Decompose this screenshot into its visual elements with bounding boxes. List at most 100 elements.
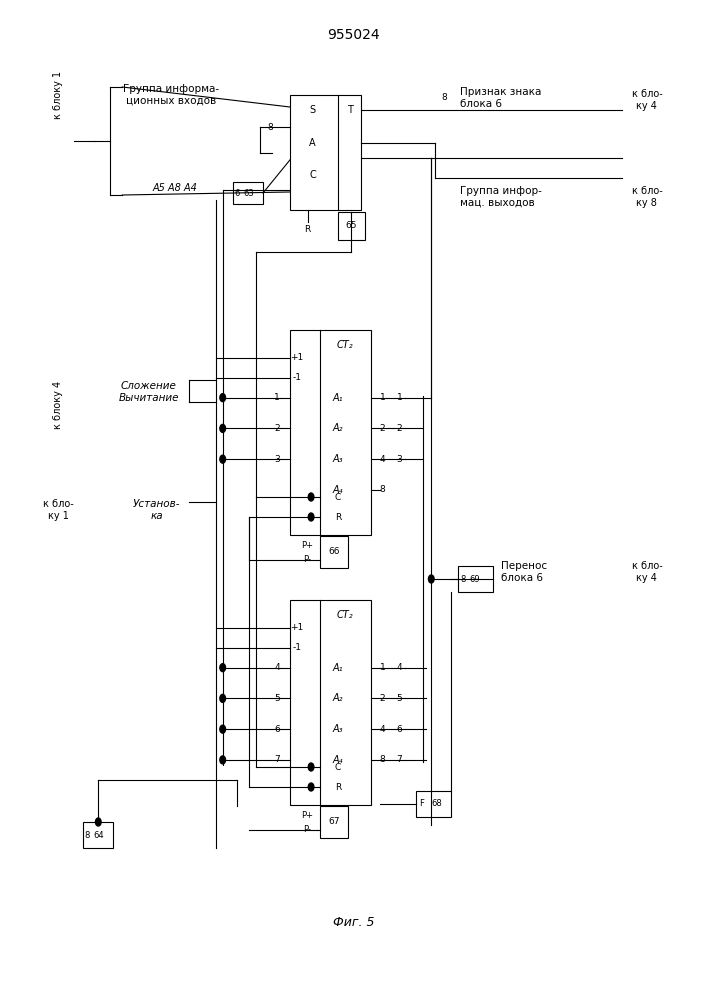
Text: 1: 1 — [380, 393, 385, 402]
Bar — [416, 791, 451, 817]
Text: 7: 7 — [274, 755, 280, 764]
Text: 955024: 955024 — [327, 28, 380, 42]
Text: A₂: A₂ — [333, 693, 343, 703]
Text: к блоку 1: к блоку 1 — [53, 71, 63, 119]
Bar — [290, 600, 371, 805]
Text: к бло-
ку 8: к бло- ку 8 — [631, 186, 662, 208]
Text: 6: 6 — [274, 725, 280, 734]
Bar — [320, 806, 348, 838]
Text: F: F — [419, 800, 423, 808]
Circle shape — [308, 763, 314, 771]
Text: A₂: A₂ — [333, 423, 343, 433]
Text: -1: -1 — [293, 373, 301, 382]
Text: 5: 5 — [274, 694, 280, 703]
Bar — [290, 330, 371, 535]
Text: A₁: A₁ — [333, 393, 343, 403]
Text: C: C — [335, 762, 341, 772]
Text: 66: 66 — [328, 548, 339, 556]
Circle shape — [308, 783, 314, 791]
Text: Признак знака
блока 6: Признак знака блока 6 — [460, 87, 541, 109]
Text: CT₂: CT₂ — [337, 340, 354, 350]
Text: 2: 2 — [274, 424, 280, 433]
Text: A₁: A₁ — [333, 663, 343, 673]
Text: к бло-
ку 4: к бло- ку 4 — [631, 89, 662, 111]
Text: P+: P+ — [302, 810, 313, 820]
Text: Перенос
блока 6: Перенос блока 6 — [501, 561, 547, 583]
Text: T: T — [347, 105, 353, 115]
Text: P+: P+ — [302, 540, 313, 550]
Circle shape — [308, 513, 314, 521]
Circle shape — [220, 394, 226, 402]
Text: 2: 2 — [397, 424, 402, 433]
Text: R: R — [335, 782, 341, 792]
Text: 4: 4 — [380, 455, 385, 464]
Text: к блоку 4: к блоку 4 — [53, 381, 63, 429]
Text: 64: 64 — [93, 830, 105, 840]
Bar — [83, 822, 113, 848]
Text: A: A — [309, 138, 316, 148]
Circle shape — [220, 664, 226, 672]
Text: 4: 4 — [397, 663, 402, 672]
Circle shape — [95, 818, 101, 826]
Text: к бло-
ку 1: к бло- ку 1 — [42, 499, 74, 521]
Bar — [233, 182, 263, 204]
Text: 6: 6 — [397, 725, 402, 734]
Text: 4: 4 — [274, 663, 280, 672]
Text: 2: 2 — [380, 694, 385, 703]
Text: 1: 1 — [274, 393, 280, 402]
Bar — [338, 212, 365, 240]
Text: -1: -1 — [293, 644, 301, 652]
Text: к бло-
ку 4: к бло- ку 4 — [631, 561, 662, 583]
Circle shape — [220, 725, 226, 733]
Text: 7: 7 — [397, 755, 402, 764]
Text: 1: 1 — [380, 663, 385, 672]
Text: 4: 4 — [380, 725, 385, 734]
Text: CT₂: CT₂ — [337, 610, 354, 620]
Circle shape — [220, 756, 226, 764]
Bar — [320, 536, 348, 568]
Text: 1: 1 — [397, 393, 402, 402]
Text: A₃: A₃ — [333, 454, 343, 464]
Text: А5 А8 А4: А5 А8 А4 — [153, 183, 198, 193]
Text: 63: 63 — [243, 188, 255, 198]
Text: 3: 3 — [397, 455, 402, 464]
Text: A₄: A₄ — [333, 485, 343, 495]
Text: Группа инфор-
мац. выходов: Группа инфор- мац. выходов — [460, 186, 542, 208]
Text: Сложение
Вычитание: Сложение Вычитание — [118, 381, 179, 403]
Text: 65: 65 — [346, 222, 357, 231]
Text: 8: 8 — [441, 94, 447, 103]
Text: P-: P- — [303, 826, 312, 834]
Text: 68: 68 — [431, 800, 443, 808]
Text: 6: 6 — [235, 188, 240, 198]
Text: 67: 67 — [328, 818, 339, 826]
Circle shape — [428, 575, 434, 583]
Text: C: C — [309, 170, 316, 180]
Text: S: S — [310, 105, 315, 115]
Text: 3: 3 — [274, 455, 280, 464]
Text: 8: 8 — [380, 755, 385, 764]
Circle shape — [220, 424, 226, 432]
Text: 5: 5 — [397, 694, 402, 703]
Text: 8: 8 — [380, 485, 385, 494]
Text: 8: 8 — [84, 830, 90, 840]
Bar — [458, 566, 493, 592]
Text: 8: 8 — [267, 123, 273, 132]
Text: P-: P- — [303, 556, 312, 564]
Text: Фиг. 5: Фиг. 5 — [333, 916, 374, 928]
Circle shape — [220, 694, 226, 702]
Circle shape — [308, 493, 314, 501]
Text: R: R — [335, 512, 341, 521]
Text: Группа информа-
ционных входов: Группа информа- ционных входов — [123, 84, 219, 106]
Circle shape — [220, 455, 226, 463]
Text: Установ-
ка: Установ- ка — [133, 499, 181, 521]
Text: 69: 69 — [469, 574, 481, 584]
Text: +1: +1 — [291, 354, 303, 362]
Bar — [290, 95, 361, 210]
Text: C: C — [335, 492, 341, 502]
Text: 2: 2 — [380, 424, 385, 433]
Text: 8: 8 — [460, 574, 466, 584]
Text: +1: +1 — [291, 624, 303, 633]
Text: A₄: A₄ — [333, 755, 343, 765]
Text: A₃: A₃ — [333, 724, 343, 734]
Text: R: R — [305, 226, 310, 234]
